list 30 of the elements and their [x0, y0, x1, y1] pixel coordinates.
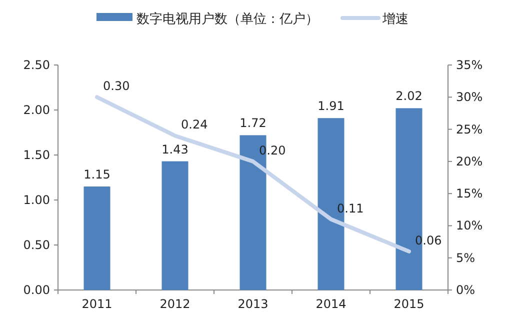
data-label: 0.24: [181, 118, 208, 132]
y2-tick-label: 15%: [456, 186, 483, 201]
data-label: 1.91: [318, 99, 344, 114]
y-tick-label: 1.00: [23, 193, 50, 207]
y-tick-label: 2.50: [23, 58, 50, 72]
y-tick-label: 0.00: [23, 283, 50, 297]
data-label: 1.72: [240, 116, 266, 130]
bar: [162, 161, 188, 290]
legend-label: 增速: [382, 12, 408, 27]
y2-tick-label: 30%: [456, 90, 483, 104]
x-tick-label: 2012: [160, 297, 190, 311]
x-tick-label: 2011: [82, 297, 112, 311]
data-label: 0.30: [103, 79, 130, 94]
y2-tick-label: 25%: [456, 122, 483, 136]
y2-tick-label: 35%: [456, 58, 483, 72]
data-label: 1.15: [84, 168, 110, 182]
x-tick-label: 2013: [238, 297, 268, 311]
bar: [84, 186, 110, 290]
y-tick-label: 2.00: [23, 103, 50, 117]
y2-tick-label: 10%: [456, 218, 483, 233]
legend-label: 数字电视用户数（单位：亿户）: [136, 11, 318, 27]
data-label: 1.43: [162, 142, 188, 156]
x-tick-label: 2015: [394, 297, 424, 311]
y2-tick-label: 5%: [456, 250, 476, 265]
y-tick-label: 0.50: [23, 238, 50, 252]
y2-tick-label: 0%: [456, 283, 476, 297]
y-tick-label: 1.50: [23, 148, 50, 162]
y2-tick-label: 20%: [456, 154, 483, 168]
x-tick-label: 2014: [316, 297, 346, 311]
data-label: 2.02: [396, 89, 422, 104]
